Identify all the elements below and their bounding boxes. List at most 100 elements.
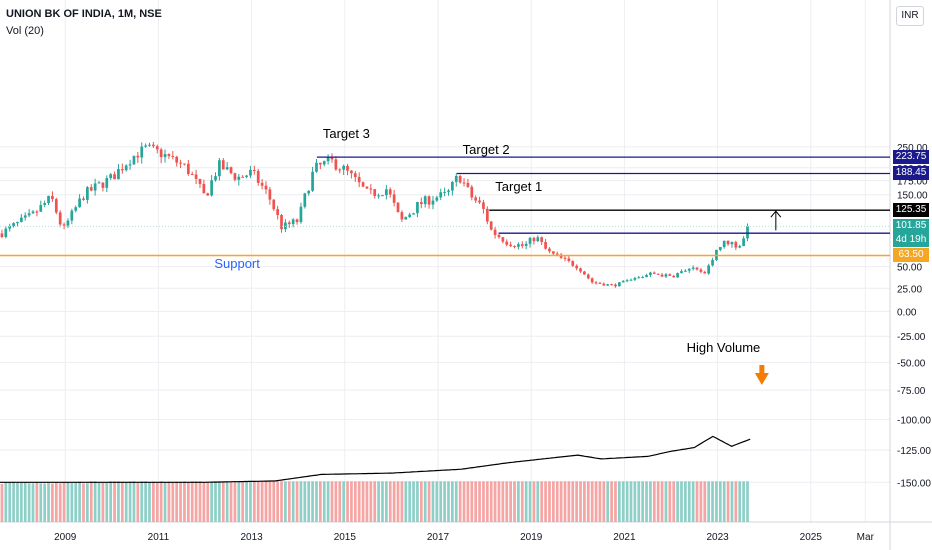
volume-bar xyxy=(621,481,625,522)
candle-down xyxy=(520,244,524,246)
volume-bar xyxy=(734,481,738,522)
volume-bar xyxy=(163,482,167,522)
volume-bar xyxy=(454,481,458,522)
candle-down xyxy=(501,237,505,242)
candle-down xyxy=(396,202,400,213)
x-tick-label: 2013 xyxy=(240,532,263,543)
candle-up xyxy=(249,169,252,176)
level-label: Target 2 xyxy=(462,142,510,158)
candle-up xyxy=(381,195,384,197)
volume-bar xyxy=(105,482,109,522)
volume-bar xyxy=(462,481,466,522)
volume-bar xyxy=(295,481,299,522)
volume-bar xyxy=(672,481,676,522)
volume-bar xyxy=(132,481,136,522)
candle-up xyxy=(416,202,419,214)
candle-up xyxy=(451,181,454,191)
candle-up xyxy=(408,214,412,217)
candle-down xyxy=(229,167,233,174)
volume-bar xyxy=(175,481,179,522)
volume-bar xyxy=(466,481,470,522)
volume-bars xyxy=(0,481,749,522)
candle-up xyxy=(19,217,23,222)
volume-bar xyxy=(264,481,268,522)
candle-up xyxy=(86,187,89,200)
countdown-tag: 4d 19h xyxy=(893,233,929,248)
volume-bar xyxy=(334,481,338,522)
candle-up xyxy=(621,280,625,283)
volume-bar xyxy=(388,481,392,522)
y-tick-label: 25.00 xyxy=(897,284,922,295)
candle-up xyxy=(124,165,128,171)
candle-down xyxy=(58,212,62,225)
volume-bar xyxy=(361,481,365,522)
symbol-title[interactable]: UNION BK OF INDIA, 1M, NSE xyxy=(6,8,162,20)
volume-bar xyxy=(58,483,62,522)
volume-moving-average xyxy=(0,435,751,483)
candle-up xyxy=(43,203,47,206)
candle-up xyxy=(404,216,408,220)
volume-bar xyxy=(423,481,427,522)
candle-up xyxy=(649,272,652,276)
volume-bar xyxy=(505,481,509,522)
volume-bar xyxy=(656,481,660,522)
candle-down xyxy=(610,284,613,286)
candle-up xyxy=(412,213,415,215)
x-tick-label: 2021 xyxy=(613,532,636,543)
candle-down xyxy=(458,176,462,183)
candle-up xyxy=(322,161,326,165)
volume-bar xyxy=(738,481,742,522)
volume-bar xyxy=(113,481,116,522)
volume-bar xyxy=(427,481,431,522)
volume-bar xyxy=(338,481,342,522)
volume-bar xyxy=(439,481,443,522)
volume-bar xyxy=(470,481,474,522)
candle-down xyxy=(338,169,342,171)
volume-bar xyxy=(136,483,140,522)
volume-bar xyxy=(346,481,349,522)
y-tick-label: -100.00 xyxy=(897,415,931,426)
volume-bar xyxy=(668,481,672,522)
volume-bar xyxy=(451,481,454,522)
volume-bar xyxy=(70,483,74,522)
volume-indicator-label[interactable]: Vol (20) xyxy=(6,25,44,37)
volume-bar xyxy=(524,481,528,522)
volume-bar xyxy=(66,482,70,522)
candle-down xyxy=(575,265,578,269)
volume-bar xyxy=(97,482,101,522)
volume-bar xyxy=(680,481,683,522)
candle-down xyxy=(478,200,481,203)
candle-down xyxy=(726,240,730,245)
volume-bar xyxy=(684,481,687,522)
x-axis: 2009 2011 2013 2015 2017 2019 2021 2023 2025 Mar xyxy=(54,532,874,543)
candle-down xyxy=(101,182,105,188)
volume-bar xyxy=(190,481,194,522)
volume-bar xyxy=(365,481,369,522)
volume-bar xyxy=(303,481,307,522)
volume-bar xyxy=(416,481,419,522)
candle-down xyxy=(485,208,489,222)
candle-down xyxy=(295,219,299,223)
candle-down xyxy=(583,271,586,275)
volume-bar xyxy=(78,481,81,522)
candle-down xyxy=(388,189,392,195)
candle-up xyxy=(707,265,711,274)
high-volume-arrow xyxy=(759,365,765,374)
candle-down xyxy=(400,212,404,220)
candle-down xyxy=(264,185,268,190)
volume-bar xyxy=(645,481,648,522)
volume-bar xyxy=(252,481,256,522)
candle-up xyxy=(70,210,74,221)
volume-bar xyxy=(551,481,555,522)
volume-bar xyxy=(23,482,27,522)
candle-up xyxy=(439,192,443,198)
candle-down xyxy=(555,253,559,255)
volume-bar xyxy=(27,483,31,522)
level-price-tag: 188.45 xyxy=(893,166,929,181)
candle-down xyxy=(586,274,590,279)
candle-down xyxy=(365,186,369,189)
volume-bar xyxy=(183,481,186,522)
candle-down xyxy=(466,182,470,187)
currency-button[interactable]: INR xyxy=(896,6,924,26)
